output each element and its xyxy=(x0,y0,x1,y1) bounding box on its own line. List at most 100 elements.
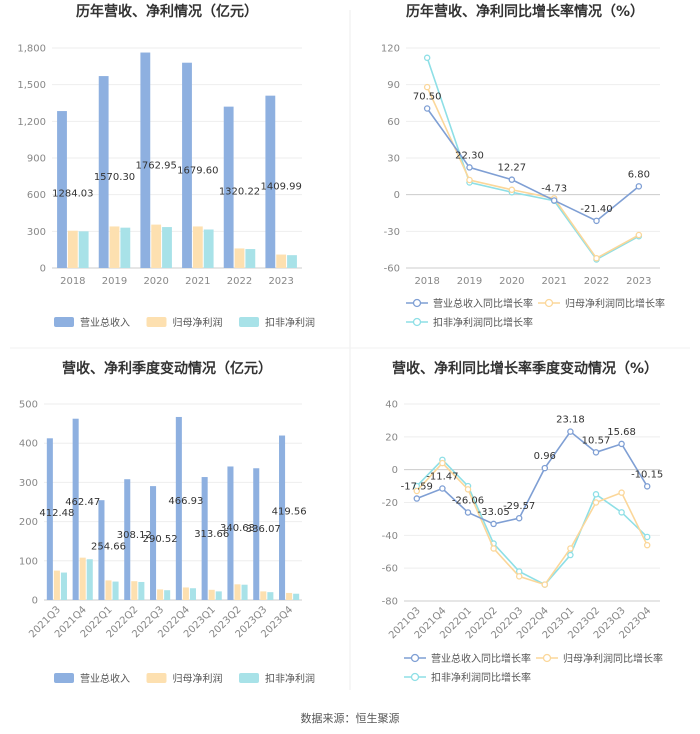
y-tick-label: 300 xyxy=(19,478,38,489)
x-tick-label: 2019 xyxy=(102,276,127,287)
bar-value-label: 336.07 xyxy=(246,524,281,535)
point-1-2023Q3 xyxy=(618,440,625,448)
y-tick-label: 1,200 xyxy=(17,117,46,128)
bar-2-2022Q4 xyxy=(182,587,189,600)
point-2-2018 xyxy=(423,83,431,91)
x-tick-label: 2018 xyxy=(414,276,439,287)
series-line-2 xyxy=(416,461,648,586)
y-tick-label: 0 xyxy=(40,264,46,275)
bar-value-label: 1284.03 xyxy=(52,189,93,200)
legend-label-1: 营业总收入同比增长率 xyxy=(433,297,533,310)
chart-title: 历年营收、净利情况（亿元） xyxy=(76,3,258,20)
legend-swatch-1 xyxy=(54,317,74,327)
line-value-label: -29.57 xyxy=(503,501,535,512)
x-tick-label: 2023 xyxy=(626,276,651,287)
bar-2-2023 xyxy=(276,254,287,268)
point-1-2020 xyxy=(508,176,516,183)
bar-1-2023Q1 xyxy=(201,477,208,600)
legend-label-3: 扣非净利润 xyxy=(265,672,315,685)
bar-1-2023Q3 xyxy=(253,468,260,600)
bar-1-2022Q1 xyxy=(98,500,105,600)
bar-1-2020 xyxy=(140,52,151,268)
point-1-2021Q3 xyxy=(413,495,421,502)
legend: 营业总收入 归母净利润 扣非净利润 xyxy=(54,316,315,329)
y-tick-label: -80 xyxy=(382,597,398,608)
bar-3-2023Q2 xyxy=(241,584,248,600)
bar-value-label: 340.63 xyxy=(220,523,255,534)
bar-value-label: 308.12 xyxy=(117,530,152,541)
point-2-2023 xyxy=(635,231,643,239)
legend-label-2: 归母净利润同比增长率 xyxy=(563,652,663,665)
y-tick-label: 60 xyxy=(387,117,400,128)
chart-title: 营收、净利同比增长率季度变动情况（%） xyxy=(392,360,658,377)
legend-label-3: 扣非净利润同比增长率 xyxy=(431,671,531,684)
point-1-2021Q4 xyxy=(439,485,446,492)
point-2-2022Q4 xyxy=(541,581,549,588)
point-1-2022 xyxy=(593,217,600,225)
line-value-label: -26.06 xyxy=(452,495,484,506)
series-line-1 xyxy=(426,108,640,222)
point-1-2022Q2 xyxy=(490,520,497,528)
y-tick-label: 500 xyxy=(19,400,38,411)
point-2-2022Q1 xyxy=(464,486,472,493)
legend-label-2: 归母净利润同比增长率 xyxy=(565,297,665,310)
point-2-2021Q3 xyxy=(413,487,421,495)
legend-swatch-1 xyxy=(54,673,74,683)
x-tick-label: 2021 xyxy=(541,276,566,287)
line-value-label: 12.27 xyxy=(498,163,527,174)
line-value-label: -4.73 xyxy=(541,183,567,194)
legend-label-2: 归母净利润 xyxy=(173,316,223,329)
y-tick-label: -30 xyxy=(384,227,400,238)
point-1-2019 xyxy=(466,164,473,171)
bar-value-label: 1409.99 xyxy=(260,181,301,192)
legend-label-1: 营业总收入 xyxy=(80,672,130,685)
bar-value-label: 1679.60 xyxy=(177,165,218,176)
legend-marker-1 xyxy=(412,298,422,308)
legend-marker-3 xyxy=(412,317,422,327)
legend-label-1: 营业总收入同比增长率 xyxy=(431,652,531,665)
chart-3: 营收、净利季度变动情况（亿元）01002003004005002021Q3202… xyxy=(19,360,315,685)
point-2-2022 xyxy=(593,254,600,262)
bar-1-2022 xyxy=(223,106,234,269)
chart-2: 历年营收、净利同比增长率情况（%） -60 -30 0 30 60 90 120 2018 201… xyxy=(381,3,665,329)
bar-3-2021 xyxy=(203,229,214,268)
series-line-3 xyxy=(416,458,648,586)
point-2-2022Q2 xyxy=(490,545,497,552)
bar-3-2021Q4 xyxy=(86,559,93,600)
x-tick-label: 2022 xyxy=(584,276,609,287)
bar-value-label: 419.56 xyxy=(272,506,307,517)
line-value-label: -21.40 xyxy=(580,204,612,215)
bar-2-2019 xyxy=(109,226,120,268)
y-tick-label: 400 xyxy=(19,439,38,450)
point-2-2019 xyxy=(466,176,473,184)
legend-swatch-2 xyxy=(146,673,167,683)
bar-2-2021Q3 xyxy=(53,570,60,600)
y-tick-label: 600 xyxy=(27,190,46,201)
x-tick-label: 2022 xyxy=(227,276,252,287)
point-1-2021 xyxy=(550,197,558,204)
bar-1-2021Q3 xyxy=(46,438,53,600)
bar-1-2022Q4 xyxy=(175,416,182,600)
bar-3-2023 xyxy=(287,255,297,268)
y-tick-label: 30 xyxy=(387,154,400,165)
bar-1-2021 xyxy=(182,62,192,268)
point-1-2022Q4 xyxy=(541,464,549,472)
x-tick-label: 2021 xyxy=(185,276,210,287)
bar-2-2021 xyxy=(192,226,203,268)
chart-1: 历年营收、净利情况（亿元） 0 300 600 900 1,200 1,500 1,800 20… xyxy=(17,3,315,329)
line-value-label: 70.50 xyxy=(413,92,442,103)
point-3-2023Q2 xyxy=(592,491,600,498)
chart-title: 历年营收、净利同比增长率情况（%） xyxy=(406,3,644,20)
bar-value-label: 462.47 xyxy=(65,497,100,508)
y-tick-label: 200 xyxy=(19,517,38,528)
series-line-3 xyxy=(426,57,640,261)
y-tick-label: -60 xyxy=(384,264,400,275)
bar-2-2023Q4 xyxy=(286,592,293,600)
series-line-1 xyxy=(416,430,648,525)
x-tick-label: 2020 xyxy=(499,276,524,287)
bar-1-2023Q2 xyxy=(227,466,234,600)
bar-3-2023Q4 xyxy=(293,593,300,600)
bar-value-label: 466.93 xyxy=(168,496,203,507)
